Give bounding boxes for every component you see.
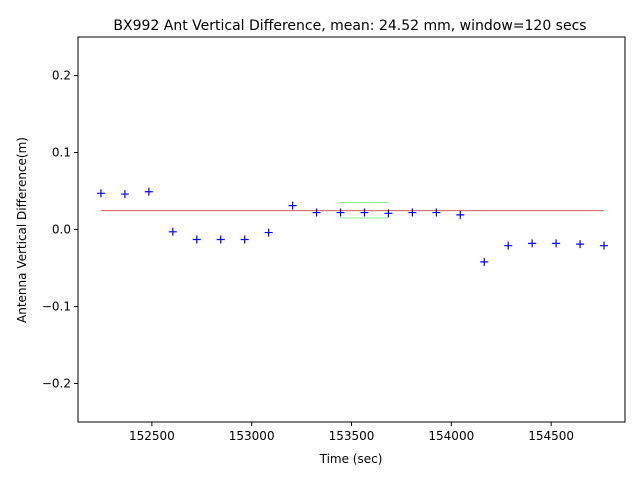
x-tick-label: 152500 (129, 429, 175, 443)
x-tick-label: 154000 (428, 429, 474, 443)
x-tick-label: 154500 (528, 429, 574, 443)
x-tick-label: 153500 (329, 429, 375, 443)
data-point (576, 240, 585, 249)
y-tick-label: 0.0 (52, 223, 71, 237)
data-point (312, 208, 321, 217)
data-point (216, 235, 225, 244)
data-point (240, 235, 249, 244)
axes-frame (77, 36, 626, 423)
data-point (264, 228, 273, 237)
data-point (528, 239, 537, 248)
data-point (336, 208, 345, 217)
chart-title: BX992 Ant Vertical Difference, mean: 24.… (113, 18, 586, 34)
data-point (288, 201, 297, 210)
data-point (504, 241, 513, 250)
y-axis-label: Antenna Vertical Difference(m) (15, 137, 29, 323)
data-point (552, 239, 561, 248)
axis-ticks: 152500 153000 153500 154000 154500 0.2 0.1 0.0 −… (42, 69, 574, 444)
x-axis-label: Time (sec) (319, 452, 383, 466)
y-tick-label: 0.1 (52, 146, 71, 160)
y-tick-label: −0.2 (42, 377, 71, 391)
x-tick-label: 153000 (229, 429, 275, 443)
data-point (144, 187, 153, 196)
data-point (360, 208, 369, 217)
data-point (168, 227, 177, 236)
data-point (120, 190, 129, 199)
data-point (432, 208, 441, 217)
data-point (600, 241, 609, 250)
y-tick-label: −0.1 (42, 300, 71, 314)
data-point (408, 208, 417, 217)
data-point (384, 209, 393, 218)
plot-area (96, 187, 609, 266)
data-point (192, 235, 201, 244)
data-point (456, 210, 465, 219)
y-tick-label: 0.2 (52, 69, 71, 83)
data-point (480, 257, 489, 266)
data-point (96, 189, 105, 198)
